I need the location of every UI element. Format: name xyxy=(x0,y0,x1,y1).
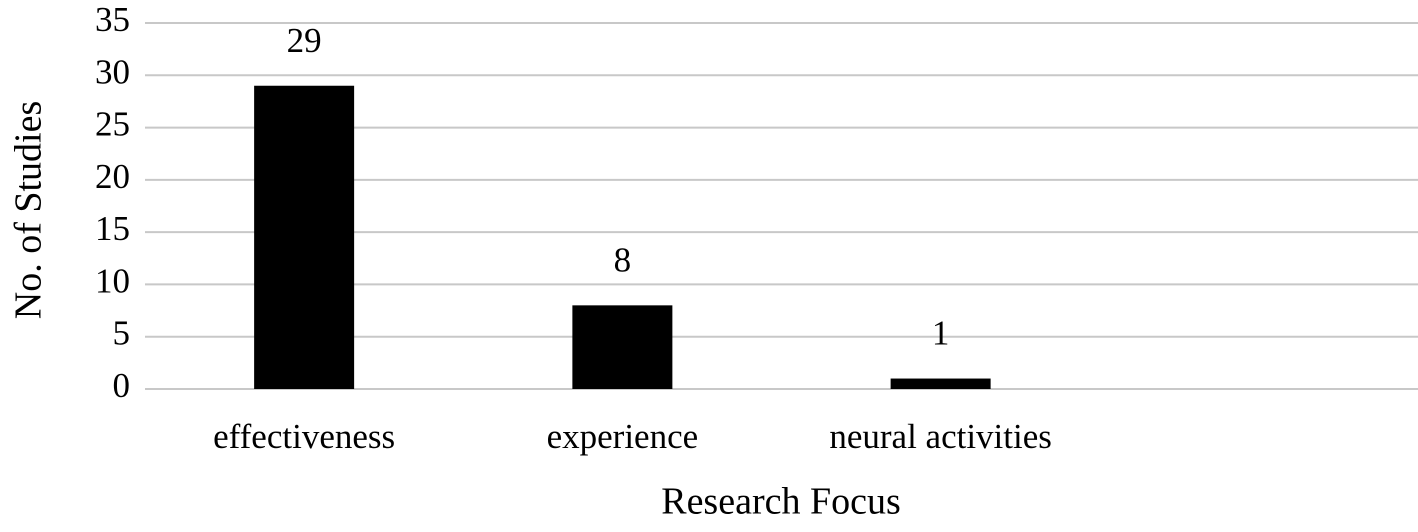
y-axis-title: No. of Studies xyxy=(8,101,50,320)
bar xyxy=(572,305,673,389)
x-axis-title: Research Focus xyxy=(661,481,901,523)
y-tick-label: 35 xyxy=(95,0,130,39)
data-label: 29 xyxy=(287,21,322,60)
y-tick-label: 30 xyxy=(95,52,130,91)
y-tick-label: 5 xyxy=(113,314,131,353)
bar xyxy=(890,378,991,389)
data-label: 1 xyxy=(932,314,950,353)
x-tick-label: effectiveness xyxy=(213,417,395,456)
bar xyxy=(254,85,355,389)
y-tick-label: 15 xyxy=(95,209,130,248)
y-tick-label: 20 xyxy=(95,157,130,196)
x-tick-label: experience xyxy=(547,417,699,456)
x-tick-label: neural activities xyxy=(829,417,1052,456)
y-tick-label: 25 xyxy=(95,105,130,144)
y-tick-label: 10 xyxy=(95,261,130,300)
data-label: 8 xyxy=(614,240,632,279)
y-tick-label: 0 xyxy=(113,366,131,405)
